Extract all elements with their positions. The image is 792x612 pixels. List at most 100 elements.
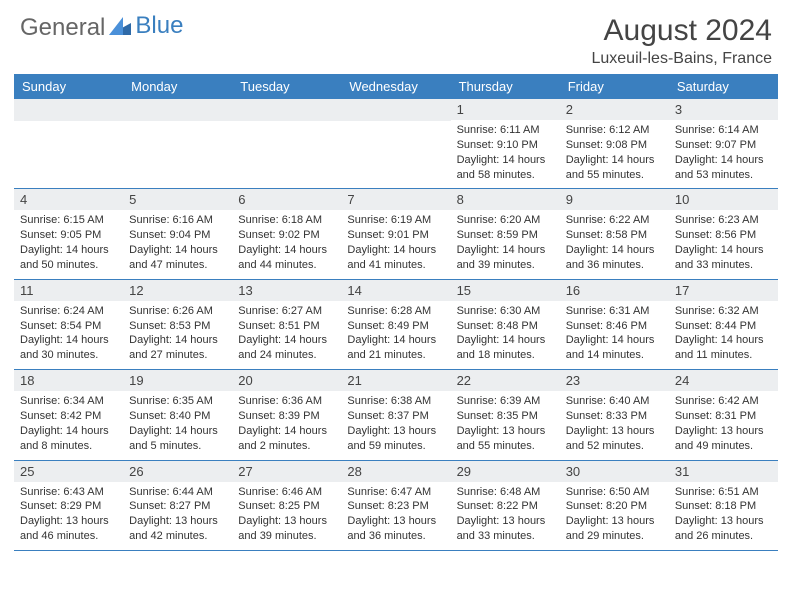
sunset: Sunset: 9:02 PM bbox=[238, 228, 335, 243]
day-header: Tuesday bbox=[232, 74, 341, 99]
day-details: Sunrise: 6:46 AMSunset: 8:25 PMDaylight:… bbox=[232, 482, 341, 550]
sunset: Sunset: 8:54 PM bbox=[20, 319, 117, 334]
day-header: Friday bbox=[560, 74, 669, 99]
day-number: 12 bbox=[123, 280, 232, 301]
week-row: 11Sunrise: 6:24 AMSunset: 8:54 PMDayligh… bbox=[14, 280, 778, 370]
daylight: Daylight: 14 hours and 21 minutes. bbox=[347, 333, 444, 363]
logo-text-2: Blue bbox=[135, 12, 183, 40]
day-number: 26 bbox=[123, 461, 232, 482]
day-number: 24 bbox=[669, 370, 778, 391]
sunrise: Sunrise: 6:27 AM bbox=[238, 304, 335, 319]
sunset: Sunset: 8:53 PM bbox=[129, 319, 226, 334]
daylight: Daylight: 14 hours and 14 minutes. bbox=[566, 333, 663, 363]
sunset: Sunset: 9:04 PM bbox=[129, 228, 226, 243]
daylight: Daylight: 13 hours and 46 minutes. bbox=[20, 514, 117, 544]
day-cell: 9Sunrise: 6:22 AMSunset: 8:58 PMDaylight… bbox=[560, 189, 669, 278]
day-number bbox=[123, 99, 232, 121]
day-header: Monday bbox=[123, 74, 232, 99]
day-cell bbox=[123, 99, 232, 188]
day-cell: 5Sunrise: 6:16 AMSunset: 9:04 PMDaylight… bbox=[123, 189, 232, 278]
sunrise: Sunrise: 6:26 AM bbox=[129, 304, 226, 319]
day-details: Sunrise: 6:31 AMSunset: 8:46 PMDaylight:… bbox=[560, 301, 669, 369]
day-header-row: Sunday Monday Tuesday Wednesday Thursday… bbox=[14, 74, 778, 99]
day-cell: 13Sunrise: 6:27 AMSunset: 8:51 PMDayligh… bbox=[232, 280, 341, 369]
day-header: Saturday bbox=[669, 74, 778, 99]
day-details: Sunrise: 6:23 AMSunset: 8:56 PMDaylight:… bbox=[669, 210, 778, 278]
day-details: Sunrise: 6:11 AMSunset: 9:10 PMDaylight:… bbox=[451, 120, 560, 188]
day-details: Sunrise: 6:40 AMSunset: 8:33 PMDaylight:… bbox=[560, 391, 669, 459]
day-number bbox=[232, 99, 341, 121]
day-cell: 25Sunrise: 6:43 AMSunset: 8:29 PMDayligh… bbox=[14, 461, 123, 550]
sunrise: Sunrise: 6:24 AM bbox=[20, 304, 117, 319]
day-cell: 10Sunrise: 6:23 AMSunset: 8:56 PMDayligh… bbox=[669, 189, 778, 278]
daylight: Daylight: 13 hours and 29 minutes. bbox=[566, 514, 663, 544]
daylight: Daylight: 14 hours and 58 minutes. bbox=[457, 153, 554, 183]
day-details: Sunrise: 6:24 AMSunset: 8:54 PMDaylight:… bbox=[14, 301, 123, 369]
day-number: 29 bbox=[451, 461, 560, 482]
day-cell: 11Sunrise: 6:24 AMSunset: 8:54 PMDayligh… bbox=[14, 280, 123, 369]
day-cell: 6Sunrise: 6:18 AMSunset: 9:02 PMDaylight… bbox=[232, 189, 341, 278]
day-details: Sunrise: 6:50 AMSunset: 8:20 PMDaylight:… bbox=[560, 482, 669, 550]
daylight: Daylight: 13 hours and 59 minutes. bbox=[347, 424, 444, 454]
daylight: Daylight: 13 hours and 42 minutes. bbox=[129, 514, 226, 544]
day-number: 18 bbox=[14, 370, 123, 391]
sunset: Sunset: 8:51 PM bbox=[238, 319, 335, 334]
day-number: 11 bbox=[14, 280, 123, 301]
day-cell: 3Sunrise: 6:14 AMSunset: 9:07 PMDaylight… bbox=[669, 99, 778, 188]
daylight: Daylight: 14 hours and 55 minutes. bbox=[566, 153, 663, 183]
sunrise: Sunrise: 6:22 AM bbox=[566, 213, 663, 228]
sunrise: Sunrise: 6:32 AM bbox=[675, 304, 772, 319]
sunrise: Sunrise: 6:34 AM bbox=[20, 394, 117, 409]
daylight: Daylight: 13 hours and 33 minutes. bbox=[457, 514, 554, 544]
sunset: Sunset: 8:29 PM bbox=[20, 499, 117, 514]
sunset: Sunset: 8:42 PM bbox=[20, 409, 117, 424]
day-number: 6 bbox=[232, 189, 341, 210]
daylight: Daylight: 14 hours and 30 minutes. bbox=[20, 333, 117, 363]
day-number: 31 bbox=[669, 461, 778, 482]
day-details: Sunrise: 6:26 AMSunset: 8:53 PMDaylight:… bbox=[123, 301, 232, 369]
location: Luxeuil-les-Bains, France bbox=[591, 50, 772, 68]
day-details: Sunrise: 6:19 AMSunset: 9:01 PMDaylight:… bbox=[341, 210, 450, 278]
day-cell: 16Sunrise: 6:31 AMSunset: 8:46 PMDayligh… bbox=[560, 280, 669, 369]
daylight: Daylight: 13 hours and 52 minutes. bbox=[566, 424, 663, 454]
daylight: Daylight: 14 hours and 36 minutes. bbox=[566, 243, 663, 273]
sunset: Sunset: 9:10 PM bbox=[457, 138, 554, 153]
logo-text-1: General bbox=[20, 14, 105, 42]
day-number: 25 bbox=[14, 461, 123, 482]
day-cell: 20Sunrise: 6:36 AMSunset: 8:39 PMDayligh… bbox=[232, 370, 341, 459]
day-cell: 26Sunrise: 6:44 AMSunset: 8:27 PMDayligh… bbox=[123, 461, 232, 550]
day-details: Sunrise: 6:27 AMSunset: 8:51 PMDaylight:… bbox=[232, 301, 341, 369]
day-number: 30 bbox=[560, 461, 669, 482]
day-header: Sunday bbox=[14, 74, 123, 99]
daylight: Daylight: 14 hours and 5 minutes. bbox=[129, 424, 226, 454]
sunset: Sunset: 9:01 PM bbox=[347, 228, 444, 243]
day-number: 22 bbox=[451, 370, 560, 391]
day-cell: 8Sunrise: 6:20 AMSunset: 8:59 PMDaylight… bbox=[451, 189, 560, 278]
day-details: Sunrise: 6:43 AMSunset: 8:29 PMDaylight:… bbox=[14, 482, 123, 550]
day-cell: 21Sunrise: 6:38 AMSunset: 8:37 PMDayligh… bbox=[341, 370, 450, 459]
sunrise: Sunrise: 6:14 AM bbox=[675, 123, 772, 138]
day-cell: 30Sunrise: 6:50 AMSunset: 8:20 PMDayligh… bbox=[560, 461, 669, 550]
sunset: Sunset: 8:25 PM bbox=[238, 499, 335, 514]
day-details: Sunrise: 6:47 AMSunset: 8:23 PMDaylight:… bbox=[341, 482, 450, 550]
sunrise: Sunrise: 6:23 AM bbox=[675, 213, 772, 228]
week-row: 1Sunrise: 6:11 AMSunset: 9:10 PMDaylight… bbox=[14, 99, 778, 189]
day-details: Sunrise: 6:22 AMSunset: 8:58 PMDaylight:… bbox=[560, 210, 669, 278]
daylight: Daylight: 14 hours and 53 minutes. bbox=[675, 153, 772, 183]
daylight: Daylight: 13 hours and 39 minutes. bbox=[238, 514, 335, 544]
sunset: Sunset: 8:40 PM bbox=[129, 409, 226, 424]
day-cell bbox=[232, 99, 341, 188]
sunrise: Sunrise: 6:28 AM bbox=[347, 304, 444, 319]
sunset: Sunset: 9:07 PM bbox=[675, 138, 772, 153]
day-details: Sunrise: 6:42 AMSunset: 8:31 PMDaylight:… bbox=[669, 391, 778, 459]
day-number bbox=[14, 99, 123, 121]
sunrise: Sunrise: 6:38 AM bbox=[347, 394, 444, 409]
calendar: Sunday Monday Tuesday Wednesday Thursday… bbox=[0, 74, 792, 551]
sunset: Sunset: 8:58 PM bbox=[566, 228, 663, 243]
sunrise: Sunrise: 6:30 AM bbox=[457, 304, 554, 319]
sunset: Sunset: 8:33 PM bbox=[566, 409, 663, 424]
sunset: Sunset: 8:35 PM bbox=[457, 409, 554, 424]
day-number: 28 bbox=[341, 461, 450, 482]
day-details: Sunrise: 6:12 AMSunset: 9:08 PMDaylight:… bbox=[560, 120, 669, 188]
daylight: Daylight: 14 hours and 50 minutes. bbox=[20, 243, 117, 273]
